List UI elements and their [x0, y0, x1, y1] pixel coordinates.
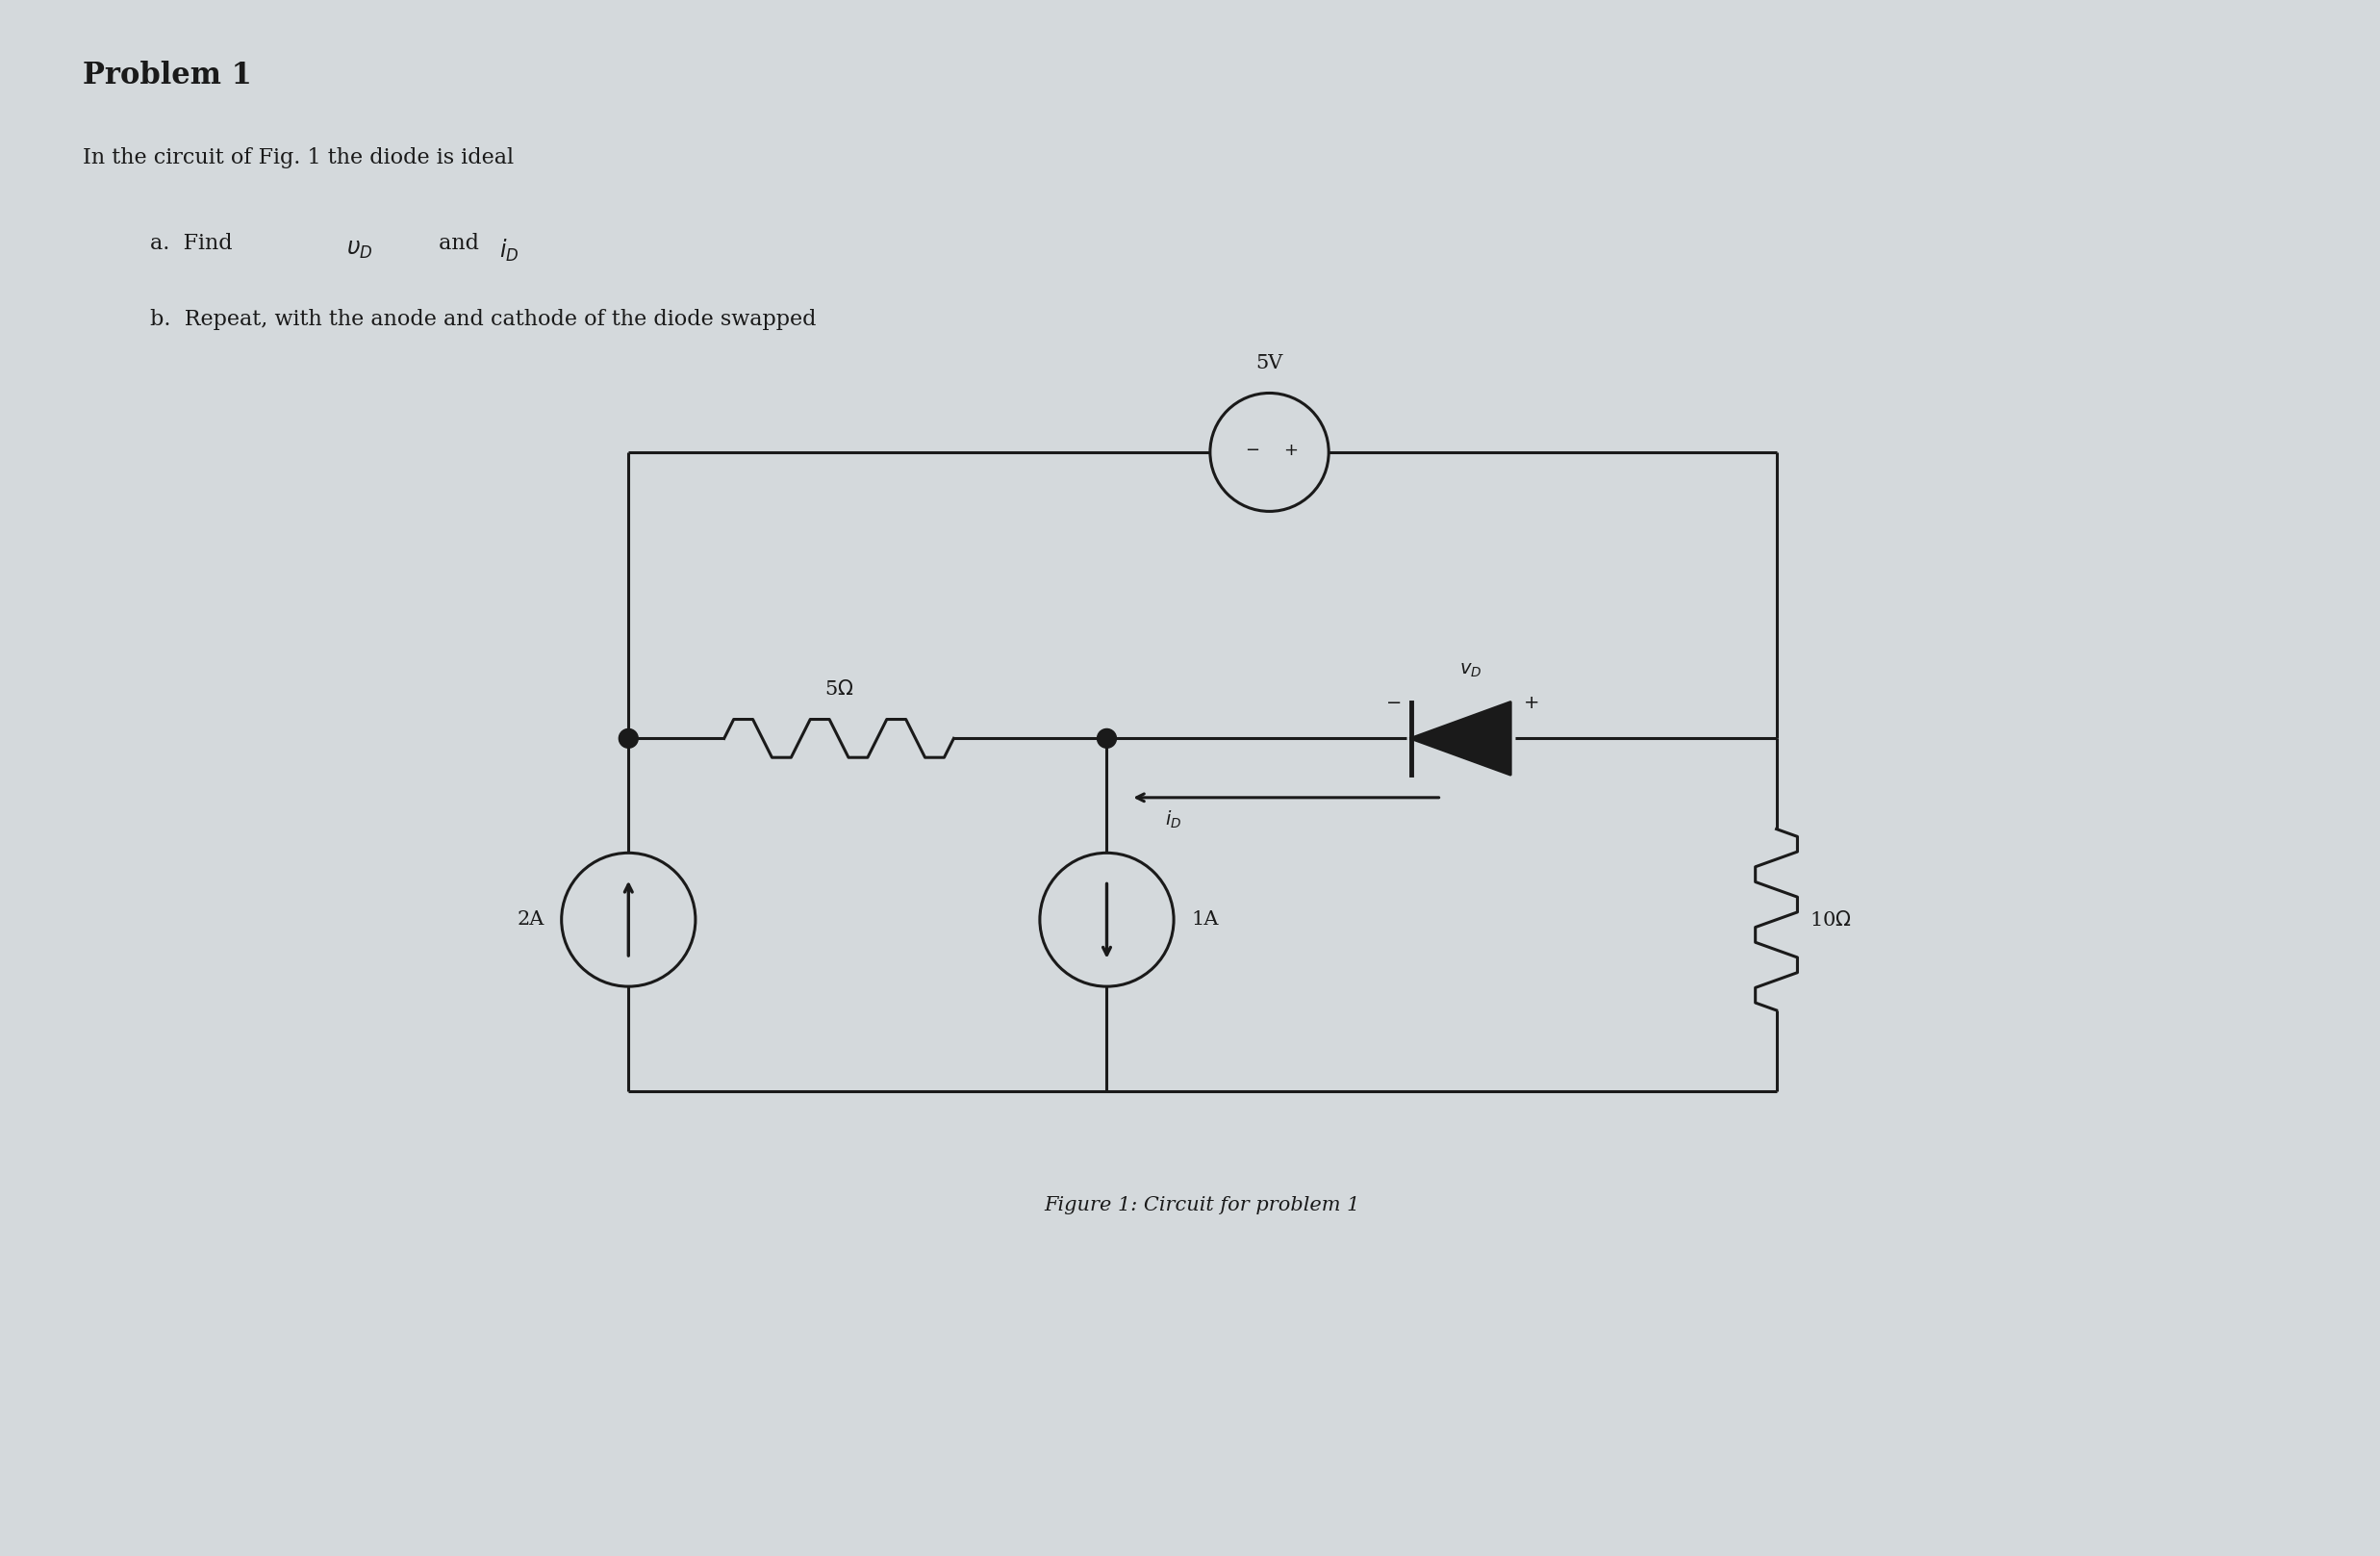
Text: 5V: 5V: [1257, 353, 1283, 372]
Text: 10$\Omega$: 10$\Omega$: [1809, 910, 1852, 929]
Text: 5$\Omega$: 5$\Omega$: [823, 678, 854, 699]
Circle shape: [1097, 728, 1116, 748]
Text: In the circuit of Fig. 1 the diode is ideal: In the circuit of Fig. 1 the diode is id…: [83, 146, 514, 168]
Text: $i_D$: $i_D$: [1166, 809, 1183, 831]
Text: −: −: [1245, 442, 1259, 459]
Text: +: +: [1283, 442, 1297, 459]
Text: $i_D$: $i_D$: [500, 238, 519, 263]
Text: 1A: 1A: [1190, 910, 1219, 929]
Text: 2A: 2A: [516, 910, 545, 929]
Text: b.  Repeat, with the anode and cathode of the diode swapped: b. Repeat, with the anode and cathode of…: [150, 310, 816, 330]
Text: Figure 1: Circuit for problem 1: Figure 1: Circuit for problem 1: [1045, 1197, 1361, 1215]
Text: Problem 1: Problem 1: [83, 61, 252, 90]
Polygon shape: [1411, 702, 1511, 775]
Text: $v_D$: $v_D$: [1459, 661, 1480, 680]
Text: +: +: [1523, 694, 1540, 711]
Text: and: and: [433, 233, 486, 254]
Text: −: −: [1385, 694, 1402, 711]
Text: $\upsilon_D$: $\upsilon_D$: [345, 238, 374, 261]
Text: a.  Find: a. Find: [150, 233, 240, 254]
Circle shape: [619, 728, 638, 748]
